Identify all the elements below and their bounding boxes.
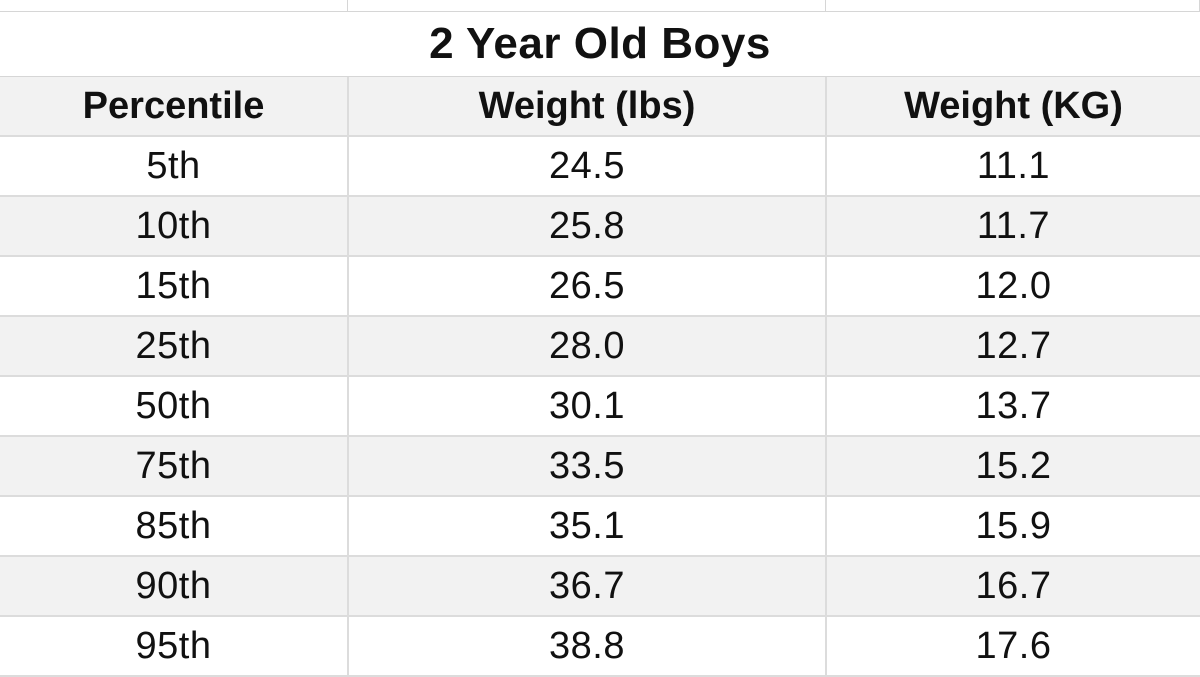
table-row: 15th 26.5 12.0 <box>0 256 1200 317</box>
weight-kg-cell[interactable]: 12.0 <box>826 256 1200 317</box>
weight-lbs-cell[interactable]: 38.8 <box>348 616 827 677</box>
table-row: 50th 30.1 13.7 <box>0 376 1200 437</box>
percentile-cell[interactable]: 25th <box>0 316 349 377</box>
percentile-cell[interactable]: 50th <box>0 376 349 437</box>
weight-lbs-cell[interactable]: 24.5 <box>348 136 827 197</box>
weight-kg-cell[interactable]: 16.7 <box>826 556 1200 617</box>
weight-lbs-cell[interactable]: 28.0 <box>348 316 827 377</box>
empty-cell[interactable] <box>348 0 826 12</box>
weight-lbs-cell[interactable]: 35.1 <box>348 496 827 557</box>
weight-lbs-cell[interactable]: 25.8 <box>348 196 827 257</box>
table-row: 85th 35.1 15.9 <box>0 496 1200 557</box>
weight-lbs-cell[interactable]: 33.5 <box>348 436 827 497</box>
percentile-cell[interactable]: 95th <box>0 616 349 677</box>
weight-kg-cell[interactable]: 17.6 <box>826 616 1200 677</box>
empty-cell[interactable] <box>0 0 348 12</box>
header-weight-kg[interactable]: Weight (KG) <box>826 77 1200 137</box>
percentile-cell[interactable]: 5th <box>0 136 349 197</box>
header-row: Percentile Weight (lbs) Weight (KG) <box>0 77 1200 137</box>
header-percentile[interactable]: Percentile <box>0 77 349 137</box>
header-weight-lbs[interactable]: Weight (lbs) <box>348 77 827 137</box>
weight-percentile-table: Percentile Weight (lbs) Weight (KG) 5th … <box>0 77 1200 677</box>
table-row: 95th 38.8 17.6 <box>0 616 1200 677</box>
top-cell-strip <box>0 0 1200 12</box>
percentile-cell[interactable]: 90th <box>0 556 349 617</box>
table-row: 75th 33.5 15.2 <box>0 436 1200 497</box>
table-title: 2 Year Old Boys <box>0 12 1200 77</box>
weight-lbs-cell[interactable]: 26.5 <box>348 256 827 317</box>
percentile-cell[interactable]: 15th <box>0 256 349 317</box>
weight-kg-cell[interactable]: 12.7 <box>826 316 1200 377</box>
percentile-cell[interactable]: 10th <box>0 196 349 257</box>
empty-cell[interactable] <box>826 0 1200 12</box>
weight-kg-cell[interactable]: 13.7 <box>826 376 1200 437</box>
weight-kg-cell[interactable]: 11.1 <box>826 136 1200 197</box>
table-row: 5th 24.5 11.1 <box>0 136 1200 197</box>
table-row: 10th 25.8 11.7 <box>0 196 1200 257</box>
weight-kg-cell[interactable]: 15.2 <box>826 436 1200 497</box>
weight-lbs-cell[interactable]: 30.1 <box>348 376 827 437</box>
weight-lbs-cell[interactable]: 36.7 <box>348 556 827 617</box>
weight-kg-cell[interactable]: 11.7 <box>826 196 1200 257</box>
percentile-cell[interactable]: 85th <box>0 496 349 557</box>
weight-kg-cell[interactable]: 15.9 <box>826 496 1200 557</box>
table-row: 90th 36.7 16.7 <box>0 556 1200 617</box>
percentile-cell[interactable]: 75th <box>0 436 349 497</box>
table-row: 25th 28.0 12.7 <box>0 316 1200 377</box>
